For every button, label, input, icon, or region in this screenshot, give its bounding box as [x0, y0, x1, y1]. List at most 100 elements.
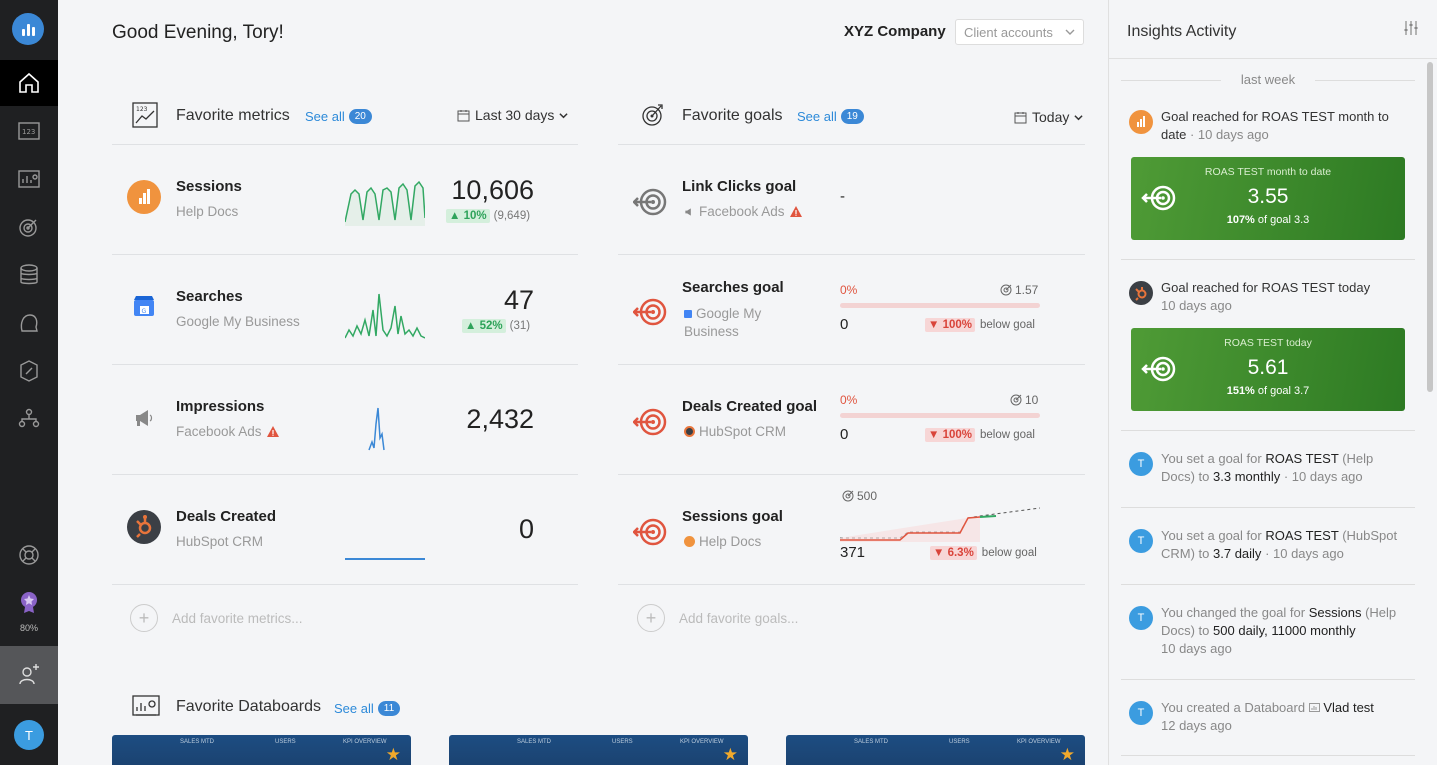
svg-text:123: 123	[136, 106, 148, 113]
activity-time: · 10 days ago	[1265, 546, 1344, 561]
warning-icon[interactable]	[789, 206, 802, 217]
goal-card-value: 5.61	[1247, 356, 1289, 379]
goal-target: 500	[842, 489, 877, 503]
goals-icon[interactable]	[0, 204, 58, 250]
data-manager-icon[interactable]	[0, 252, 58, 298]
goals-see-all-link[interactable]: See all 19	[797, 109, 864, 124]
star-icon[interactable]: ★	[722, 745, 738, 764]
delta-up-pill: ▲ 52%	[462, 319, 506, 333]
org-chart-icon[interactable]	[0, 396, 58, 442]
card-label: SALES MTD	[517, 739, 552, 745]
metrics-icon[interactable]: 123	[0, 108, 58, 154]
plus-icon: +	[130, 604, 158, 632]
activity-time: · 10 days ago	[1283, 469, 1363, 484]
alerts-icon[interactable]	[0, 300, 58, 346]
user-avatar[interactable]: T	[0, 712, 58, 758]
databoards-see-all-link[interactable]: See all 11	[334, 701, 401, 716]
activity-time: 10 days ago	[1161, 298, 1232, 313]
activity-item[interactable]: T You changed the goal for Sessions (Hel…	[1129, 604, 1405, 658]
goal-value: 0	[840, 426, 849, 443]
star-icon[interactable]: ★	[385, 745, 401, 764]
below-goal: ▼ 6.3% below goal	[930, 546, 1037, 560]
see-all-label: See all	[305, 109, 345, 124]
warning-icon[interactable]	[266, 426, 279, 437]
goals-date-range-select[interactable]: Today	[1014, 109, 1083, 125]
star-icon[interactable]: ★	[1059, 745, 1075, 764]
add-favorite-metrics-button[interactable]: + Add favorite metrics...	[130, 604, 303, 632]
card-label: KPI OVERVIEW	[680, 739, 724, 745]
goal-reached-card[interactable]: ROAS TEST month to date 3.55 107% of goa…	[1131, 157, 1405, 240]
below-goal-label: below goal	[980, 319, 1035, 331]
metric-name: Deals Created	[176, 508, 277, 525]
goal-value: 371	[840, 544, 866, 561]
activity-item[interactable]: Goal reached for ROAS TEST today 10 days …	[1129, 279, 1405, 315]
activity-item[interactable]: T You set a goal for ROAS TEST (HubSpot …	[1129, 527, 1405, 563]
activity-item[interactable]: T You created a Databoard Vlad test 12 da…	[1129, 699, 1405, 735]
chart-icon	[684, 536, 695, 547]
scrollbar[interactable]	[1427, 62, 1433, 392]
searches-sparkline	[345, 293, 425, 339]
metrics-date-range-select[interactable]: Last 30 days	[457, 107, 568, 123]
goal-target-white-icon	[1141, 356, 1176, 382]
metric-value: 47	[503, 285, 534, 315]
user-avatar: T	[1129, 606, 1153, 630]
activity-text: You created a Databoard	[1161, 700, 1306, 715]
goal-target-red-icon	[633, 518, 667, 546]
metrics-title: Favorite metrics	[176, 107, 290, 124]
client-accounts-select[interactable]: Client accounts	[955, 19, 1084, 45]
previous-value: (9,649)	[493, 210, 531, 222]
databoard-card[interactable]: SALES MTD USERS KPI OVERVIEW ★	[112, 735, 411, 765]
insights-panel: Insights Activity last week Goal reached…	[1108, 0, 1437, 765]
filter-sliders-icon[interactable]	[1403, 20, 1419, 36]
goal-source: Google My Business	[684, 306, 762, 339]
sessions-goal-chart	[840, 507, 1040, 542]
card-label: SALES MTD	[854, 739, 889, 745]
below-goal: ▼ 100% below goal	[925, 318, 1035, 332]
google-my-business-icon	[684, 310, 692, 318]
add-goals-label: Add favorite goals...	[679, 610, 799, 626]
calendar-icon	[1014, 111, 1027, 123]
insights-title: Insights Activity	[1127, 23, 1237, 40]
activity-item[interactable]: T You set a goal for ROAS TEST (Help Doc…	[1129, 450, 1405, 486]
metric-source: Google My Business	[176, 314, 300, 329]
home-icon[interactable]	[0, 60, 62, 106]
databoards-title: Favorite Databoards	[176, 698, 321, 715]
goal-source: HubSpot CRM	[699, 424, 787, 439]
explore-icon[interactable]	[0, 348, 58, 394]
activity-item[interactable]: Goal reached for ROAS TEST month to date…	[1129, 108, 1405, 144]
activity-metric: Vlad test	[1323, 700, 1374, 715]
databoard-icon	[1308, 703, 1320, 712]
delta-down-pill: ▼ 6.3%	[930, 546, 977, 560]
goal-card-sub: 151% of goal 3.7	[1131, 385, 1405, 397]
goal-target: 10	[1010, 393, 1038, 407]
sessions-sparkline	[345, 180, 425, 226]
add-favorite-goals-button[interactable]: + Add favorite goals...	[637, 604, 798, 632]
databoards-icon[interactable]	[0, 156, 58, 202]
svg-text:123: 123	[22, 128, 35, 136]
databox-logo-icon[interactable]	[12, 13, 44, 45]
goal-target-value: 10	[1025, 393, 1039, 407]
goal-card-sub-text: of goal 3.7	[1257, 385, 1310, 397]
goal-card-label: ROAS TEST month to date	[1204, 166, 1332, 178]
chart-icon	[127, 180, 161, 214]
metric-source-wrap: Facebook Ads	[176, 424, 279, 439]
activity-text: You set a goal for	[1161, 528, 1262, 543]
help-icon[interactable]	[0, 532, 58, 578]
activity-text: You changed the goal for	[1161, 605, 1306, 620]
goal-source-wrap: Google My Business	[684, 305, 794, 341]
goal-target-value: 500	[857, 489, 878, 503]
delta-value: 10%	[463, 210, 487, 222]
databoard-card[interactable]: SALES MTD USERS KPI OVERVIEW ★	[786, 735, 1085, 765]
metrics-see-all-link[interactable]: See all 20	[305, 109, 372, 124]
delta-up-pill: ▲ 10%	[446, 209, 490, 223]
databoard-card[interactable]: SALES MTD USERS KPI OVERVIEW ★	[449, 735, 748, 765]
achievements-icon[interactable]	[0, 584, 58, 620]
goal-source-wrap: HubSpot CRM	[684, 424, 786, 439]
goal-source-wrap: Help Docs	[684, 534, 761, 549]
date-range-label: Last 30 days	[475, 107, 555, 123]
goal-reached-card[interactable]: ROAS TEST today 5.61 151% of goal 3.7	[1131, 328, 1405, 411]
plus-icon: +	[637, 604, 665, 632]
card-label: KPI OVERVIEW	[1017, 739, 1061, 745]
team-switch-icon[interactable]	[0, 646, 58, 704]
card-label: KPI OVERVIEW	[343, 739, 387, 745]
